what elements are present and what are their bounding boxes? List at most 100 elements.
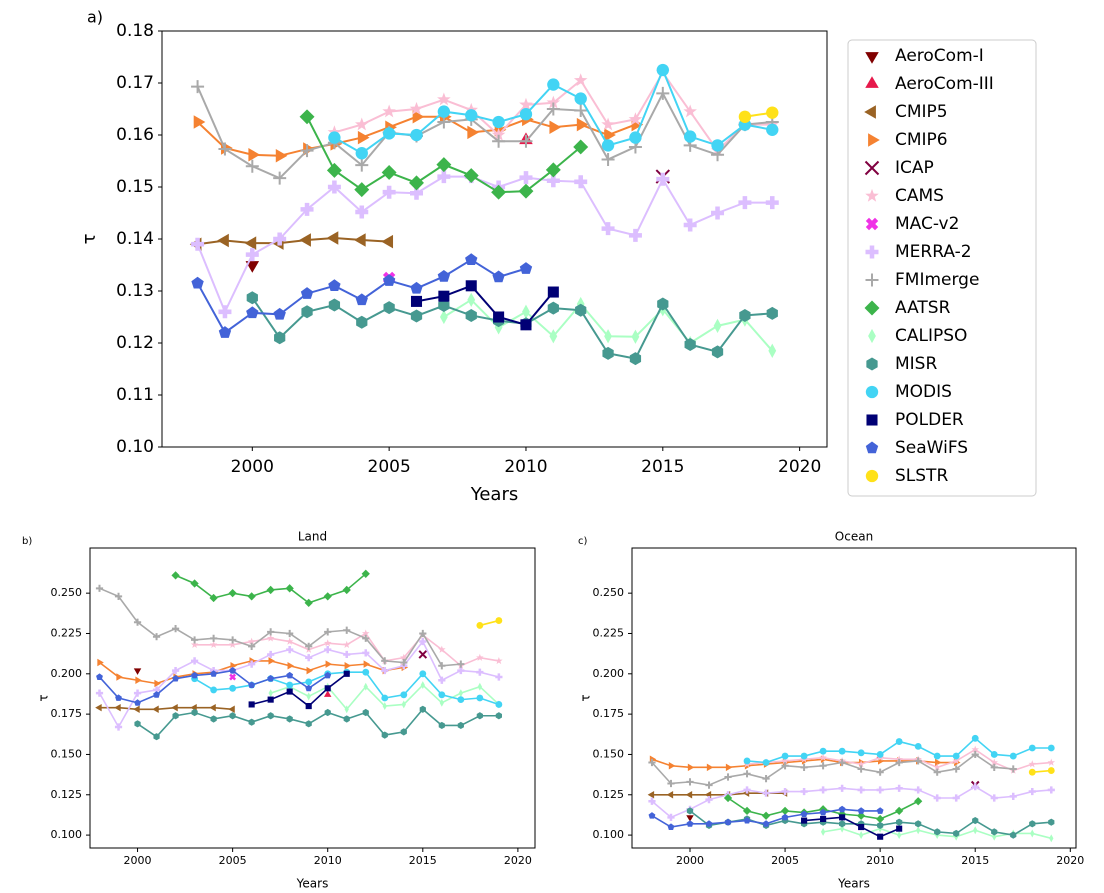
- x-tick-label: 2000: [124, 854, 152, 867]
- data-point: [495, 656, 503, 665]
- data-point: [685, 791, 693, 799]
- data-point: [135, 676, 142, 684]
- data-point: [463, 168, 479, 184]
- data-point: [819, 786, 827, 794]
- y-tick-label: 0.175: [593, 707, 625, 720]
- data-point: [838, 784, 846, 792]
- data-point: [518, 183, 534, 199]
- legend-label: SLSTR: [895, 466, 948, 486]
- data-point: [601, 117, 615, 131]
- x-tick-label: 2000: [676, 854, 704, 867]
- data-point: [328, 279, 341, 292]
- data-point: [934, 828, 941, 836]
- data-point: [133, 618, 142, 626]
- data-point: [439, 309, 448, 325]
- plot-frame: [631, 547, 1077, 849]
- y-tick-label: 0.100: [51, 828, 83, 841]
- data-point: [286, 671, 294, 679]
- data-point: [766, 123, 779, 136]
- data-point: [409, 101, 424, 115]
- data-point: [952, 765, 960, 773]
- data-point: [574, 175, 588, 189]
- data-point: [573, 73, 588, 87]
- y-tick-label: 0.12: [116, 333, 154, 353]
- y-tick-label: 0.125: [593, 788, 625, 801]
- x-tick-label: 2000: [231, 457, 274, 477]
- data-point: [723, 793, 733, 803]
- data-point: [457, 721, 464, 730]
- data-point: [839, 820, 846, 828]
- data-point: [743, 757, 751, 765]
- legend-marker: [865, 273, 879, 287]
- data-point: [1047, 786, 1055, 794]
- legend-label: MISR: [895, 354, 937, 374]
- y-tick-label: 0.150: [51, 747, 83, 760]
- data-point: [952, 756, 960, 765]
- data-point: [382, 702, 387, 711]
- data-point: [629, 131, 642, 144]
- data-point: [467, 292, 476, 307]
- data-point: [190, 640, 199, 648]
- data-point: [601, 222, 615, 236]
- legend-box: [847, 39, 1037, 497]
- data-point: [306, 692, 311, 701]
- legend-marker: [866, 357, 878, 371]
- data-point: [895, 806, 904, 816]
- data-point: [305, 654, 313, 662]
- x-tick-label: 2020: [778, 457, 821, 477]
- data-point: [491, 127, 506, 141]
- data-point: [895, 784, 903, 792]
- x-tick-label: 2005: [771, 854, 799, 867]
- data-point: [667, 779, 675, 788]
- data-point: [1047, 758, 1056, 766]
- data-point: [742, 806, 752, 816]
- data-point: [915, 820, 922, 828]
- legend-marker: [865, 188, 879, 202]
- data-point: [686, 815, 694, 822]
- data-point: [896, 825, 903, 832]
- data-point: [656, 86, 670, 100]
- data-point: [153, 733, 160, 741]
- data-point: [439, 698, 444, 707]
- y-tick-label: 0.150: [593, 747, 625, 760]
- data-point: [519, 134, 533, 148]
- data-point: [190, 636, 199, 644]
- data-point: [266, 585, 275, 595]
- data-point: [274, 331, 286, 345]
- data-point: [476, 668, 484, 676]
- data-point: [971, 783, 979, 791]
- data-point: [355, 147, 368, 160]
- data-point: [343, 670, 350, 677]
- plot-frame: [89, 547, 536, 849]
- data-point: [210, 670, 218, 677]
- y-axis-label: τ: [79, 234, 100, 245]
- data-point: [519, 262, 533, 274]
- data-point: [739, 308, 751, 322]
- data-point: [248, 681, 256, 689]
- y-tick-label: 0.225: [593, 626, 625, 639]
- data-point: [134, 720, 141, 728]
- data-point: [356, 315, 368, 329]
- data-point: [476, 621, 484, 629]
- data-point: [229, 684, 237, 692]
- data-point: [743, 770, 751, 778]
- data-point: [895, 738, 903, 745]
- legend-label: MAC-v2: [895, 214, 959, 234]
- data-point: [971, 750, 979, 759]
- data-point: [287, 662, 294, 670]
- data-point: [476, 694, 484, 702]
- data-point: [190, 579, 199, 588]
- data-point: [897, 831, 902, 840]
- data-point: [724, 773, 732, 781]
- data-point: [838, 805, 846, 813]
- legend-label: CMIP5: [895, 102, 948, 122]
- data-point: [800, 763, 808, 771]
- data-point: [725, 763, 733, 772]
- data-point: [245, 159, 259, 173]
- data-point: [546, 102, 560, 116]
- data-point: [306, 666, 314, 675]
- legend-marker: [865, 441, 879, 454]
- data-point: [400, 653, 408, 661]
- data-point: [171, 666, 180, 675]
- data-point: [766, 106, 779, 119]
